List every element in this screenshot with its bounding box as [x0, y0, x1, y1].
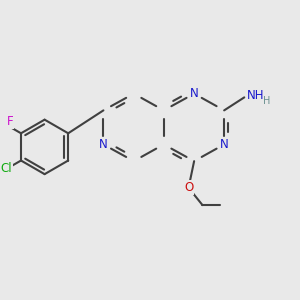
Text: F: F: [6, 115, 13, 128]
Text: N: N: [99, 138, 108, 151]
Text: N: N: [190, 87, 199, 100]
Text: H: H: [263, 96, 271, 106]
Text: N: N: [220, 138, 229, 151]
Text: NH: NH: [248, 89, 265, 102]
Text: O: O: [184, 181, 193, 194]
Text: Cl: Cl: [1, 162, 13, 175]
